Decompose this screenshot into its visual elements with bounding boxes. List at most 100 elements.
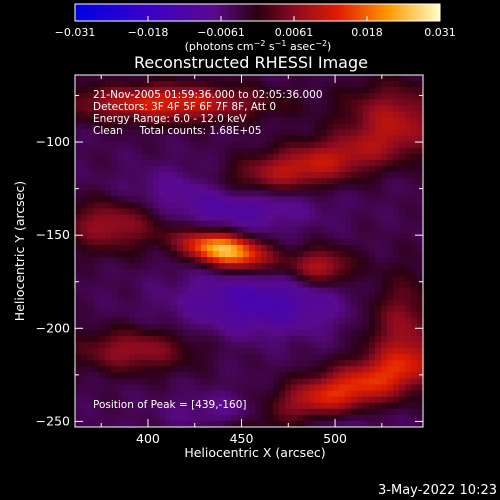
heatmap-cell [243, 384, 250, 392]
heatmap-cell [171, 117, 178, 125]
heatmap-cell [93, 263, 100, 270]
heatmap-cell [123, 269, 130, 276]
heatmap-cell [195, 135, 202, 143]
heatmap-cell [273, 105, 280, 113]
heatmap-cell [345, 281, 352, 289]
heatmap-cell [141, 141, 148, 149]
heatmap-cell [375, 196, 382, 204]
heatmap-cell [99, 184, 106, 191]
heatmap-cell [267, 323, 274, 331]
heatmap-cell [243, 87, 250, 94]
heatmap-cell [357, 226, 364, 234]
heatmap-cell [171, 99, 178, 106]
heatmap-cell [147, 129, 154, 137]
heatmap-cell [111, 153, 118, 161]
heatmap-cell [309, 75, 316, 82]
heatmap-cell [261, 402, 268, 410]
heatmap-cell [267, 153, 274, 161]
heatmap-cell [195, 87, 202, 94]
heatmap-cell [393, 208, 400, 216]
heatmap-cell [339, 105, 346, 113]
heatmap-cell [195, 93, 202, 100]
heatmap-cell [123, 184, 130, 191]
heatmap-cell [159, 384, 166, 392]
heatmap-cell [273, 159, 280, 167]
y-tick-label: −250 [36, 413, 70, 428]
heatmap-cell [279, 123, 286, 131]
heatmap-cell [159, 214, 166, 222]
heatmap-cell [291, 208, 298, 216]
heatmap-cell [111, 117, 118, 125]
heatmap-cell [213, 269, 220, 276]
heatmap-cell [321, 147, 328, 155]
heatmap-cell [315, 117, 322, 125]
heatmap-cell [129, 178, 136, 185]
heatmap-cell [249, 354, 256, 361]
heatmap-cell [405, 159, 412, 167]
heatmap-cell [309, 196, 316, 204]
heatmap-cell [255, 226, 262, 234]
heatmap-cell [267, 293, 274, 301]
heatmap-cell [267, 232, 274, 240]
heatmap-cell [357, 402, 364, 410]
heatmap-cell [189, 141, 196, 149]
heatmap-cell [405, 190, 412, 197]
colorbar-tick-label: −0.0061 [197, 26, 245, 39]
x-tick-label: 450 [230, 431, 254, 446]
heatmap-cell [273, 378, 280, 386]
heatmap-cell [183, 348, 190, 355]
heatmap-cell [135, 99, 142, 106]
heatmap-cell [321, 93, 328, 100]
heatmap-cell [237, 220, 244, 228]
heatmap-cell [81, 214, 88, 222]
heatmap-cell [201, 123, 208, 131]
heatmap-cell [357, 190, 364, 197]
heatmap-cell [201, 238, 208, 246]
heatmap-cell [267, 305, 274, 313]
heatmap-cell [309, 360, 316, 367]
heatmap-cell [201, 269, 208, 276]
heatmap-cell [159, 244, 166, 252]
heatmap-cell [399, 105, 406, 113]
heatmap-cell [231, 208, 238, 216]
heatmap-cell [165, 135, 172, 143]
heatmap-cell [297, 123, 304, 131]
heatmap-cell [177, 135, 184, 143]
heatmap-cell [165, 414, 172, 422]
heatmap-cell [261, 232, 268, 240]
heatmap-cell [327, 166, 334, 173]
heatmap-cell [309, 269, 316, 276]
heatmap-cell [405, 196, 412, 204]
heatmap-cell [141, 293, 148, 301]
heatmap-cell [291, 190, 298, 197]
heatmap-cell [117, 323, 124, 331]
heatmap-cell [117, 420, 124, 428]
heatmap-cell [321, 208, 328, 216]
heatmap-cell [111, 414, 118, 422]
heatmap-cell [417, 159, 424, 167]
heatmap-cell [183, 208, 190, 216]
heatmap-cell [207, 208, 214, 216]
heatmap-cell [231, 275, 238, 282]
heatmap-cell [105, 329, 112, 337]
heatmap-cell [273, 402, 280, 410]
heatmap-cell [87, 244, 94, 252]
heatmap-cell [279, 251, 286, 258]
heatmap-cell [87, 305, 94, 313]
heatmap-cell [123, 384, 130, 392]
heatmap-cell [411, 299, 418, 307]
heatmap-cell [267, 208, 274, 216]
heatmap-cell [285, 360, 292, 367]
heatmap-cell [303, 93, 310, 100]
heatmap-cell [261, 342, 268, 349]
heatmap-cell [273, 147, 280, 155]
heatmap-cell [411, 414, 418, 422]
heatmap-cell [333, 263, 340, 270]
heatmap-cell [87, 123, 94, 131]
heatmap-cell [123, 360, 130, 367]
heatmap-cell [231, 159, 238, 167]
heatmap-cell [105, 105, 112, 113]
heatmap-cell [219, 420, 226, 428]
heatmap-cell [315, 287, 322, 295]
heatmap-cell [339, 366, 346, 373]
